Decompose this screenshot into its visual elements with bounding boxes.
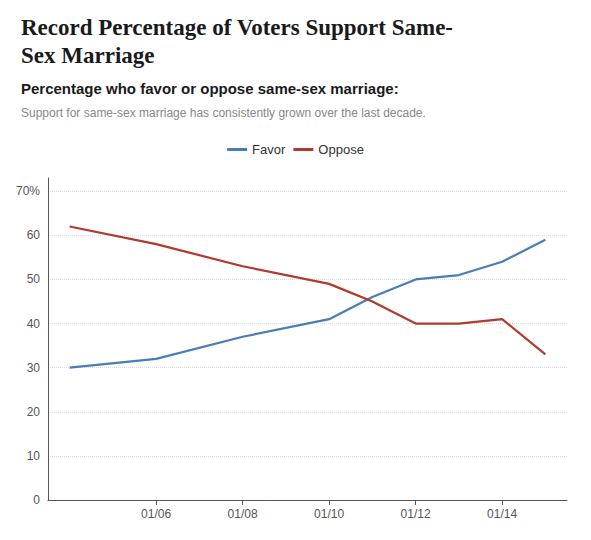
svg-text:40: 40 [27,317,41,331]
svg-text:Record Percentage of Voters Su: Record Percentage of Voters Support Same… [21,15,453,40]
svg-text:Percentage who favor or oppose: Percentage who favor or oppose same-sex … [21,80,399,97]
svg-text:60: 60 [27,228,41,242]
svg-text:20: 20 [27,405,41,419]
svg-text:30: 30 [27,361,41,375]
svg-text:01/14: 01/14 [487,507,517,521]
svg-text:50: 50 [27,272,41,286]
svg-text:01/06: 01/06 [141,507,171,521]
svg-text:Sex Marriage: Sex Marriage [21,43,154,68]
svg-text:01/08: 01/08 [228,507,258,521]
svg-text:01/10: 01/10 [314,507,344,521]
svg-text:01/12: 01/12 [401,507,431,521]
svg-text:Favor: Favor [252,142,286,157]
svg-text:Support for same-sex marriage: Support for same-sex marriage has consis… [21,106,426,120]
svg-text:Oppose: Oppose [318,142,364,157]
svg-text:70%: 70% [16,184,40,198]
svg-text:0: 0 [33,493,40,507]
svg-text:10: 10 [27,449,41,463]
